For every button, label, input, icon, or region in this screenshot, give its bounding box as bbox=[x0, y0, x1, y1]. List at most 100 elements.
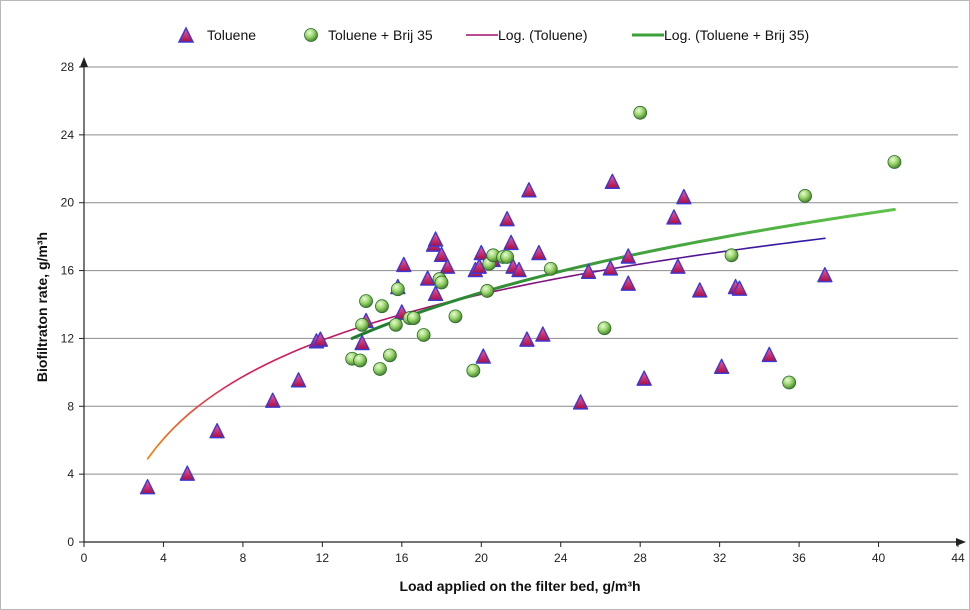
data-point-toluene bbox=[139, 479, 156, 495]
data-point-toluene bbox=[265, 392, 281, 408]
data-point-toluene bbox=[604, 173, 621, 190]
trendline-log-toluene bbox=[146, 237, 826, 460]
data-point-toluene bbox=[602, 260, 619, 276]
data-point-toluene-brij bbox=[416, 328, 431, 342]
data-point-toluene bbox=[475, 348, 491, 364]
data-point-toluene-brij bbox=[373, 362, 387, 376]
data-point-toluene bbox=[511, 261, 527, 278]
data-point-toluene bbox=[503, 234, 519, 251]
x-tick-label: 16 bbox=[395, 551, 409, 565]
data-point-toluene bbox=[354, 334, 370, 351]
data-point-toluene-brij bbox=[448, 309, 463, 324]
series-toluene-brij bbox=[345, 105, 902, 390]
data-point-toluene-brij bbox=[355, 317, 369, 332]
data-point-toluene-brij bbox=[434, 275, 449, 290]
data-point-toluene-brij bbox=[887, 155, 902, 169]
data-point-toluene-brij bbox=[480, 284, 495, 298]
data-point-toluene-brij bbox=[798, 189, 812, 203]
data-point-toluene bbox=[521, 182, 537, 198]
data-point-toluene bbox=[531, 244, 547, 261]
data-point-toluene-brij bbox=[353, 353, 368, 368]
y-axis-arrow bbox=[80, 57, 88, 67]
data-point-toluene bbox=[731, 280, 748, 296]
data-point-toluene bbox=[817, 266, 833, 283]
y-tick-label: 16 bbox=[61, 264, 75, 278]
legend-circle-marker bbox=[304, 28, 318, 42]
data-point-toluene-brij bbox=[388, 317, 403, 332]
data-point-toluene bbox=[580, 263, 597, 279]
data-point-toluene-brij bbox=[390, 282, 405, 297]
x-tick-label: 4 bbox=[160, 551, 167, 565]
axes bbox=[79, 57, 966, 547]
data-point-toluene bbox=[666, 209, 682, 225]
x-tick-label: 28 bbox=[634, 551, 648, 565]
trendline-log-toluene-brij bbox=[350, 208, 896, 340]
data-point-toluene bbox=[761, 346, 777, 363]
legend: Toluene Toluene + Brij 35 Log. (Toluene)… bbox=[177, 26, 809, 43]
data-point-toluene-brij bbox=[597, 321, 612, 336]
x-tick-label: 32 bbox=[713, 551, 727, 565]
x-tick-label: 24 bbox=[554, 551, 568, 565]
data-point-toluene bbox=[427, 231, 444, 247]
data-point-toluene bbox=[209, 423, 225, 439]
data-point-toluene-brij bbox=[375, 299, 389, 314]
data-point-toluene bbox=[290, 372, 307, 388]
x-tick-labels: 0 4 8 12 16 20 24 28 32 36 40 44 bbox=[81, 551, 965, 565]
legend-item-log-toluene: Log. (Toluene) bbox=[466, 27, 588, 43]
data-point-toluene bbox=[396, 256, 412, 273]
data-point-toluene bbox=[572, 394, 589, 410]
legend-item-log-toluene-brij: Log. (Toluene + Brij 35) bbox=[632, 27, 809, 43]
trendlines bbox=[146, 208, 896, 460]
data-point-toluene bbox=[713, 358, 730, 374]
data-point-toluene bbox=[312, 331, 329, 347]
legend-label-toluene-brij: Toluene + Brij 35 bbox=[328, 27, 433, 43]
data-point-toluene-brij bbox=[633, 105, 648, 120]
y-tick-label: 28 bbox=[61, 60, 75, 74]
data-point-toluene bbox=[670, 258, 686, 274]
data-point-toluene bbox=[439, 258, 456, 274]
data-point-toluene bbox=[692, 282, 708, 298]
legend-label-log-toluene-brij: Log. (Toluene + Brij 35) bbox=[664, 27, 809, 43]
data-point-toluene bbox=[419, 270, 436, 286]
x-tick-label: 0 bbox=[81, 551, 88, 565]
x-tick-label: 20 bbox=[475, 551, 489, 565]
y-tick-labels: 0 4 8 12 16 20 24 28 bbox=[61, 60, 75, 549]
data-point-toluene-brij bbox=[382, 348, 397, 363]
data-point-toluene-brij bbox=[500, 250, 514, 264]
data-point-toluene bbox=[636, 370, 652, 386]
legend-triangle-marker bbox=[177, 26, 195, 43]
x-axis-title: Load applied on the filter bed, g/m³h bbox=[399, 578, 640, 594]
y-tick-label: 20 bbox=[61, 196, 75, 210]
data-point-toluene bbox=[473, 244, 489, 261]
data-point-toluene-brij bbox=[359, 294, 373, 309]
data-point-toluene bbox=[620, 248, 636, 264]
y-tick-label: 0 bbox=[67, 535, 74, 549]
series-toluene bbox=[139, 173, 833, 495]
legend-item-toluene: Toluene bbox=[177, 26, 256, 43]
y-axis-title: Biofiltraton rate, g/m³h bbox=[34, 232, 50, 382]
data-point-toluene-brij bbox=[406, 311, 421, 325]
x-tick-label: 36 bbox=[792, 551, 806, 565]
data-point-toluene-brij bbox=[466, 363, 481, 378]
data-point-toluene bbox=[179, 465, 195, 481]
x-tick-label: 8 bbox=[240, 551, 247, 565]
legend-label-toluene: Toluene bbox=[207, 27, 256, 43]
data-point-toluene bbox=[519, 331, 535, 347]
legend-label-log-toluene: Log. (Toluene) bbox=[498, 27, 588, 43]
x-tick-label: 44 bbox=[951, 551, 965, 565]
data-point-toluene-brij bbox=[543, 261, 558, 276]
data-point-toluene bbox=[427, 285, 444, 302]
data-point-toluene-brij bbox=[724, 248, 739, 263]
legend-item-toluene-brij: Toluene + Brij 35 bbox=[304, 27, 433, 43]
y-tick-label: 24 bbox=[61, 128, 75, 142]
data-point-toluene bbox=[499, 210, 515, 227]
x-tick-label: 12 bbox=[316, 551, 330, 565]
y-tick-label: 12 bbox=[61, 331, 75, 345]
data-point-toluene-brij bbox=[782, 375, 797, 390]
data-point-toluene bbox=[620, 275, 636, 291]
y-tick-label: 8 bbox=[67, 399, 74, 413]
data-point-toluene bbox=[535, 326, 551, 342]
x-tick-label: 40 bbox=[872, 551, 886, 565]
